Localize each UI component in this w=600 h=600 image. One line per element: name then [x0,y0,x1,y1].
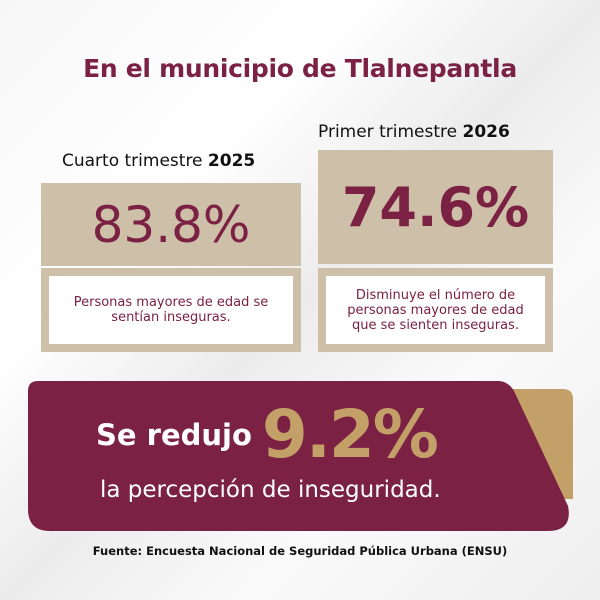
left-description: Personas mayores de edad se sentían inse… [49,276,293,344]
banner-value: 9.2% [261,396,439,473]
left-period: Cuarto trimestre [62,151,203,171]
left-value: 83.8% [41,183,301,266]
right-period: Primer trimestre [318,122,458,142]
right-year: 2026 [462,122,510,142]
banner-headline: Se redujo 9.2% [96,396,439,473]
maroon-banner [28,381,569,531]
title-place: Tlalnepantla [344,54,517,83]
page-title: En el municipio de Tlalnepantla [0,54,600,83]
right-period-heading: Primer trimestre 2026 [318,122,510,142]
left-description-box: Personas mayores de edad se sentían inse… [41,268,301,352]
title-prefix: En el municipio de [83,54,337,83]
source-footer: Fuente: Encuesta Nacional de Seguridad P… [92,544,508,558]
left-year: 2025 [207,151,256,171]
banner-tail: la percepción de inseguridad. [100,477,441,503]
right-description: Disminuye el número de personas mayores … [326,276,545,344]
right-value: 74.6% [318,150,553,264]
left-period-heading: Cuarto trimestre 2025 [62,151,255,171]
right-description-box: Disminuye el número de personas mayores … [318,268,553,352]
banner-shape [28,381,573,531]
banner-lead: Se redujo [96,417,252,452]
